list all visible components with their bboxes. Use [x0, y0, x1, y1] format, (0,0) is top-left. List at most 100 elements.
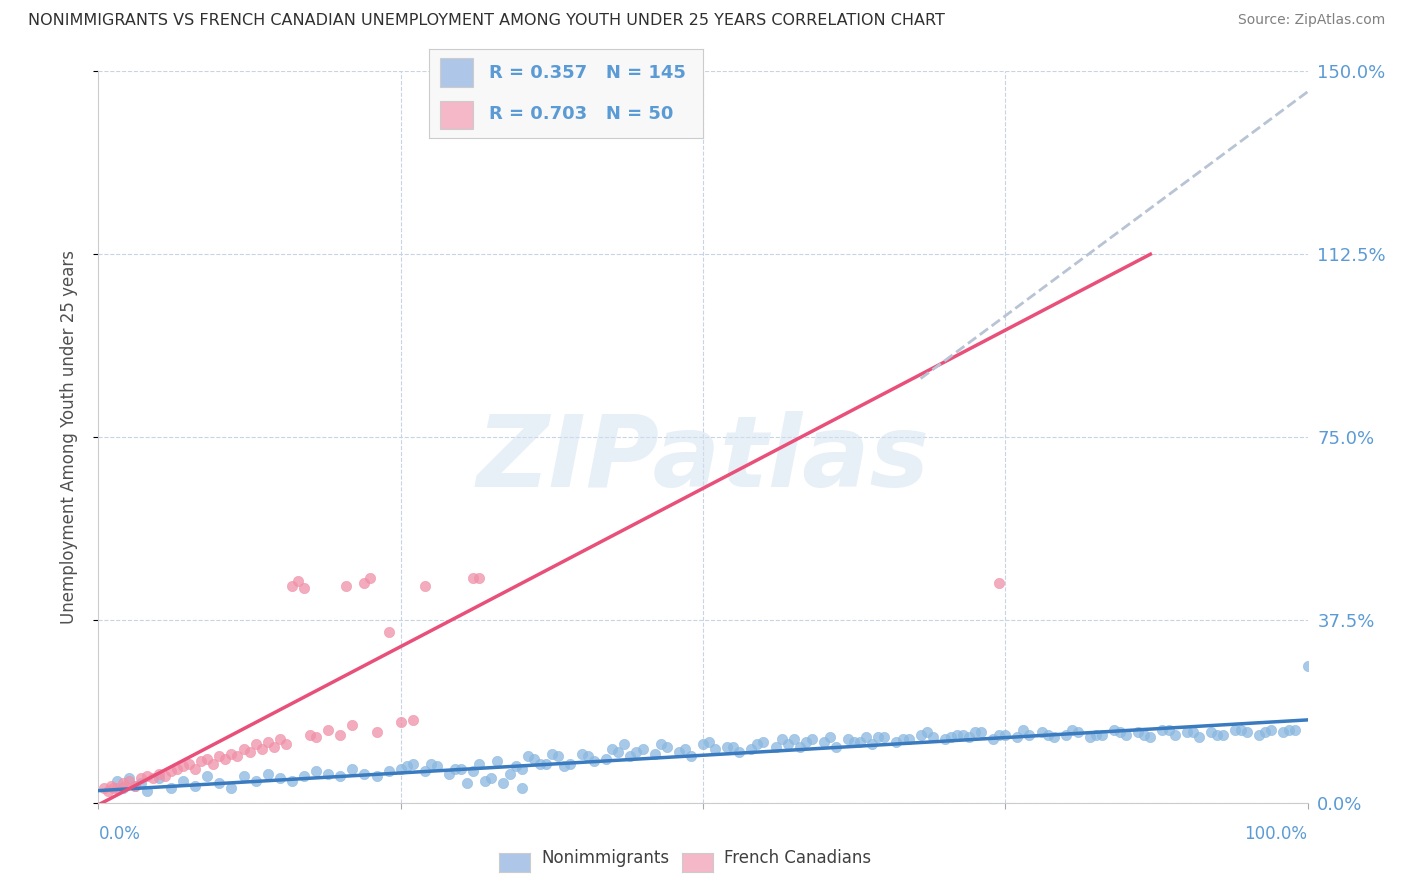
- Point: [1296, 659, 1319, 673]
- Point: [456, 776, 478, 790]
- Point: [988, 576, 1011, 591]
- Text: R = 0.357   N = 145: R = 0.357 N = 145: [489, 64, 686, 82]
- Point: [613, 737, 636, 751]
- Point: [891, 732, 914, 747]
- Point: [160, 764, 183, 778]
- Point: [679, 749, 702, 764]
- Point: [292, 769, 315, 783]
- Point: [844, 735, 866, 749]
- Text: R = 0.703   N = 50: R = 0.703 N = 50: [489, 105, 673, 123]
- Point: [221, 781, 243, 796]
- Point: [1115, 727, 1137, 741]
- Point: [377, 625, 399, 640]
- Point: [232, 769, 254, 783]
- Point: [463, 764, 485, 778]
- Point: [939, 730, 962, 744]
- Point: [184, 762, 207, 776]
- Point: [474, 773, 496, 788]
- Point: [269, 772, 291, 786]
- Point: [1109, 725, 1132, 739]
- Point: [292, 581, 315, 595]
- Point: [402, 713, 425, 727]
- Point: [172, 759, 194, 773]
- Point: [437, 766, 460, 780]
- Text: NONIMMIGRANTS VS FRENCH CANADIAN UNEMPLOYMENT AMONG YOUTH UNDER 25 YEARS CORRELA: NONIMMIGRANTS VS FRENCH CANADIAN UNEMPLO…: [28, 13, 945, 29]
- Point: [558, 756, 581, 771]
- Text: ZIPatlas: ZIPatlas: [477, 410, 929, 508]
- Point: [655, 739, 678, 754]
- Point: [1133, 727, 1156, 741]
- Point: [1018, 727, 1040, 741]
- Point: [1272, 725, 1295, 739]
- Point: [1042, 730, 1064, 744]
- Point: [994, 727, 1017, 741]
- Point: [510, 762, 533, 776]
- Point: [794, 735, 817, 749]
- Point: [329, 727, 352, 741]
- Point: [160, 781, 183, 796]
- Point: [529, 756, 551, 771]
- Point: [463, 572, 485, 586]
- Point: [1284, 723, 1306, 737]
- Point: [299, 727, 322, 741]
- Point: [118, 773, 141, 788]
- Point: [316, 766, 339, 780]
- Point: [921, 730, 943, 744]
- Point: [105, 773, 128, 788]
- Point: [256, 766, 278, 780]
- Bar: [440, 58, 472, 87]
- Point: [800, 732, 823, 747]
- Point: [1230, 723, 1253, 737]
- Point: [505, 759, 527, 773]
- Point: [1085, 727, 1108, 741]
- Point: [1157, 723, 1180, 737]
- Point: [910, 727, 932, 741]
- Point: [492, 776, 515, 790]
- Point: [97, 783, 120, 797]
- Point: [214, 752, 236, 766]
- Point: [1152, 723, 1174, 737]
- Point: [389, 715, 412, 730]
- Point: [208, 749, 231, 764]
- Point: [101, 781, 124, 796]
- Point: [190, 755, 212, 769]
- Point: [208, 776, 231, 790]
- Point: [263, 739, 285, 754]
- Point: [395, 759, 418, 773]
- Point: [179, 756, 201, 771]
- Point: [547, 749, 569, 764]
- Point: [148, 766, 170, 780]
- Point: [486, 755, 509, 769]
- Point: [426, 759, 449, 773]
- Point: [444, 762, 467, 776]
- Point: [849, 735, 872, 749]
- Point: [1278, 723, 1301, 737]
- Point: [747, 737, 769, 751]
- Point: [1139, 730, 1161, 744]
- Point: [360, 572, 382, 586]
- Point: [770, 732, 793, 747]
- Point: [1254, 725, 1277, 739]
- Point: [114, 779, 136, 793]
- Point: [704, 742, 727, 756]
- Point: [1188, 730, 1211, 744]
- Point: [981, 732, 1004, 747]
- Point: [516, 749, 538, 764]
- Point: [305, 730, 328, 744]
- Point: [571, 747, 593, 761]
- Point: [553, 759, 575, 773]
- Point: [1212, 727, 1234, 741]
- Point: [946, 727, 969, 741]
- Point: [1236, 725, 1258, 739]
- Point: [752, 735, 775, 749]
- Point: [541, 747, 564, 761]
- Point: [377, 764, 399, 778]
- Point: [202, 756, 225, 771]
- Point: [129, 776, 152, 790]
- Point: [1260, 723, 1282, 737]
- Point: [619, 749, 641, 764]
- Point: [245, 773, 267, 788]
- Point: [269, 732, 291, 747]
- Point: [818, 730, 841, 744]
- Point: [783, 732, 806, 747]
